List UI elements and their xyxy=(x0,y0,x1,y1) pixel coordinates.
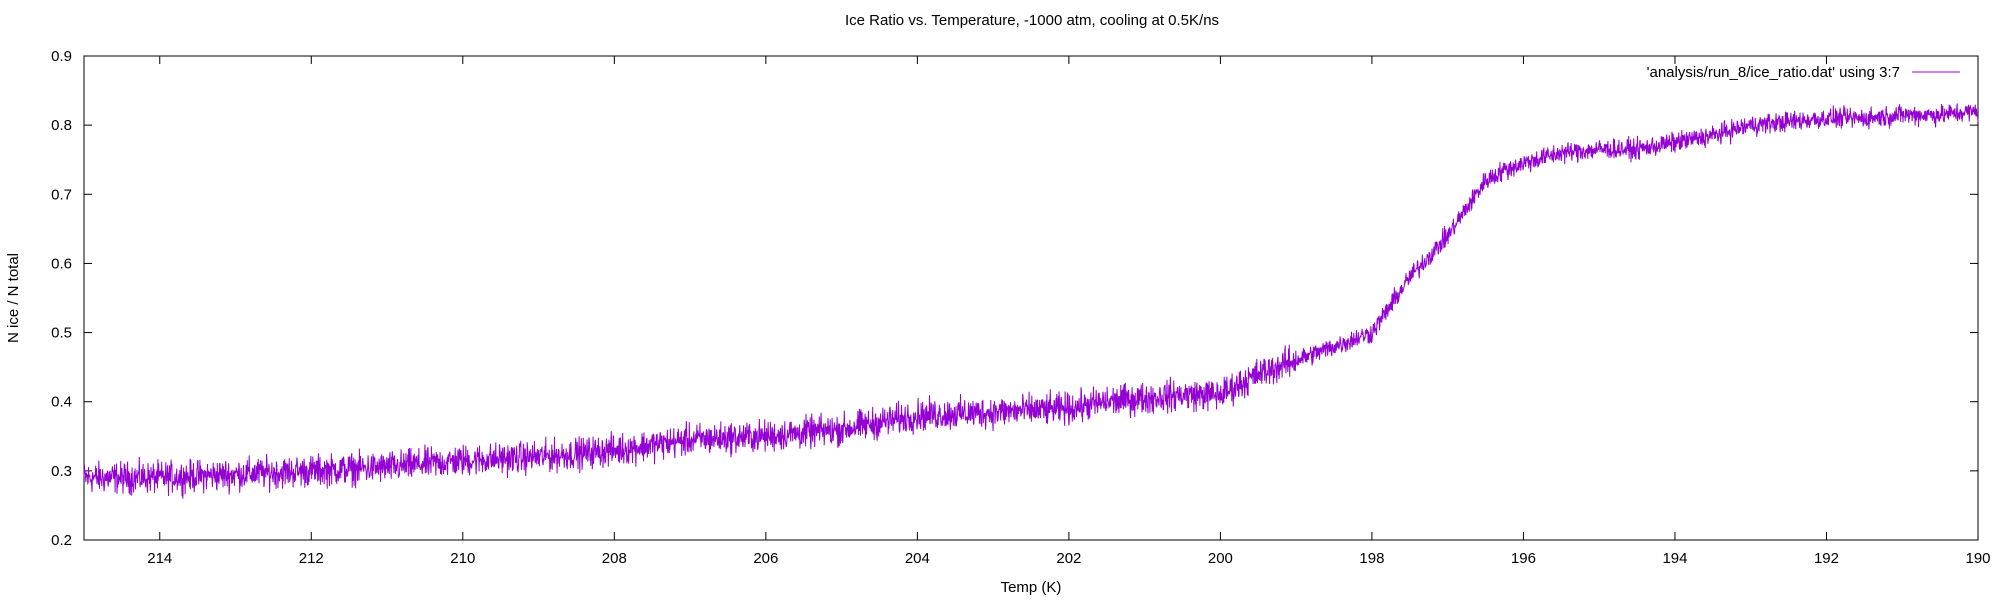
y-tick-label: 0.6 xyxy=(51,255,72,272)
x-tick-label: 192 xyxy=(1814,550,1839,567)
x-tick-label: 190 xyxy=(1965,550,1990,567)
y-tick-label: 0.8 xyxy=(51,117,72,134)
x-tick-label: 194 xyxy=(1662,550,1687,567)
x-tick-label: 214 xyxy=(147,550,172,567)
x-tick-label: 196 xyxy=(1511,550,1536,567)
x-tick-label: 200 xyxy=(1208,550,1233,567)
x-tick-label: 202 xyxy=(1056,550,1081,567)
y-axis: 0.2 0.3 0.4 0.5 0.6 0.7 0.8 0.9 xyxy=(51,48,1978,549)
x-tick-label: 206 xyxy=(753,550,778,567)
x-tick-label: 208 xyxy=(602,550,627,567)
legend: 'analysis/run_8/ice_ratio.dat' using 3:7 xyxy=(1647,64,1960,81)
plot-frame xyxy=(83,55,1979,541)
x-tick-label: 212 xyxy=(299,550,324,567)
x-axis-label: Temp (K) xyxy=(1001,579,1062,596)
x-axis: 214 212 210 208 206 204 202 200 198 196 194 192 190 xyxy=(147,56,1991,567)
y-tick-label: 0.9 xyxy=(51,48,72,65)
x-tick-label: 198 xyxy=(1359,550,1384,567)
y-axis-label: N ice / N total xyxy=(5,253,22,343)
x-tick-label: 204 xyxy=(905,550,930,567)
y-tick-label: 0.2 xyxy=(51,532,72,549)
y-tick-label: 0.3 xyxy=(51,463,72,480)
legend-label: 'analysis/run_8/ice_ratio.dat' using 3:7 xyxy=(1647,64,1900,81)
x-tick-label: 210 xyxy=(450,550,475,567)
y-tick-label: 0.5 xyxy=(51,325,72,342)
series-line-ice-ratio xyxy=(83,103,1979,499)
y-tick-label: 0.4 xyxy=(51,394,72,411)
chart-title: Ice Ratio vs. Temperature, -1000 atm, co… xyxy=(845,12,1219,29)
y-tick-label: 0.7 xyxy=(51,186,72,203)
